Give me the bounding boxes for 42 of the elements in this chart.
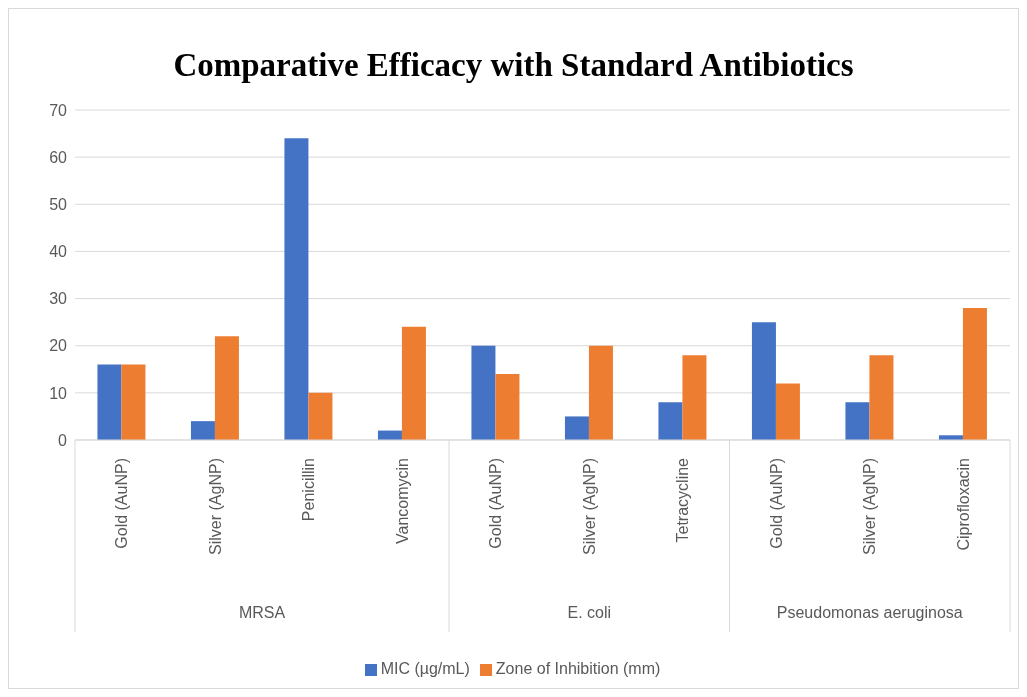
text: Pseudomonas aeruginosa bbox=[776, 604, 963, 621]
x-tick-label: Ciprofloxacin bbox=[954, 458, 972, 551]
bar bbox=[214, 336, 239, 440]
text: E. coli bbox=[567, 604, 612, 621]
y-tick-label: 50 bbox=[49, 195, 68, 213]
y-tick-label: 60 bbox=[49, 148, 68, 166]
bar bbox=[284, 138, 309, 440]
bar bbox=[869, 355, 894, 440]
legend-label: MIC (µg/mL) bbox=[380, 660, 470, 677]
bar bbox=[308, 392, 333, 440]
x-tick-label: Silver (AgNP) bbox=[580, 458, 598, 555]
bar bbox=[190, 421, 215, 440]
bar bbox=[962, 308, 987, 440]
bar bbox=[401, 326, 426, 440]
chart-title: Comparative Efficacy with Standard Antibiotics bbox=[172, 47, 855, 84]
bar bbox=[775, 383, 800, 440]
bar bbox=[471, 345, 496, 440]
y-tick-label: 10 bbox=[49, 384, 68, 402]
bar bbox=[588, 345, 613, 440]
x-tick-label: Penicillin bbox=[300, 458, 318, 522]
y-tick-label: 20 bbox=[49, 337, 68, 355]
x-tick-label: Gold (AuNP) bbox=[767, 458, 785, 549]
y-tick-label: 30 bbox=[49, 290, 68, 308]
x-tick-label: Silver (AgNP) bbox=[861, 458, 879, 555]
bar bbox=[682, 355, 707, 440]
y-tick-label: 70 bbox=[49, 101, 68, 119]
legend-label: Zone of Inhibition (mm) bbox=[495, 660, 661, 677]
x-tick-label: Tetracycline bbox=[674, 457, 692, 543]
bar bbox=[564, 416, 589, 440]
text: MRSA bbox=[238, 604, 286, 621]
x-tick-label: Gold (AuNP) bbox=[487, 458, 505, 549]
x-tick-label: Gold (AuNP) bbox=[113, 458, 131, 549]
x-tick-label: Vancomycin bbox=[393, 458, 411, 544]
y-tick-label: 0 bbox=[58, 431, 68, 449]
bar bbox=[751, 322, 776, 440]
bar bbox=[845, 402, 870, 440]
x-tick-label: Silver (AgNP) bbox=[206, 458, 224, 555]
bar bbox=[121, 364, 146, 440]
y-tick-label: 40 bbox=[49, 243, 68, 261]
bar bbox=[97, 364, 122, 440]
bar bbox=[495, 374, 520, 440]
bar bbox=[658, 402, 683, 440]
